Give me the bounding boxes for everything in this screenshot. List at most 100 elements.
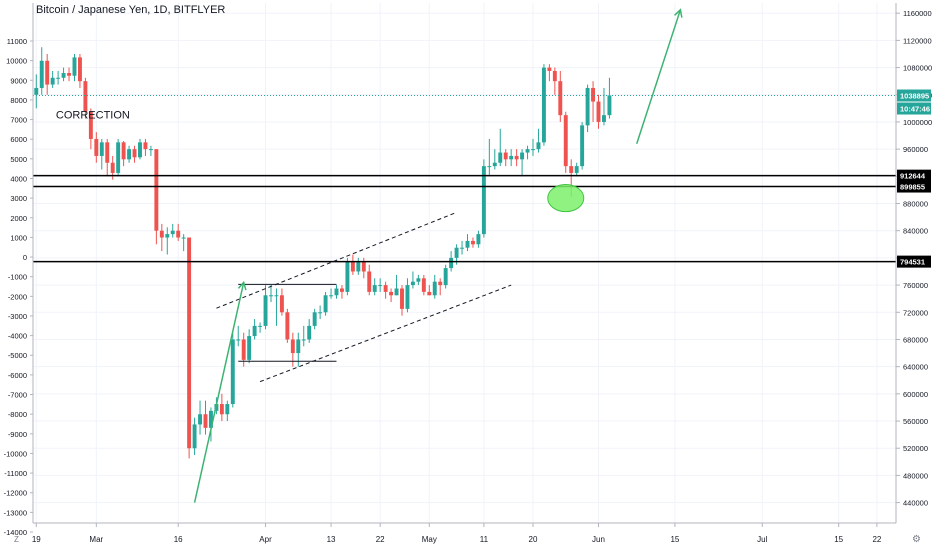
candle-down (421, 278, 426, 292)
candle-up (72, 57, 77, 76)
candle-down (547, 67, 552, 71)
horizontal-line-label: 912644 (900, 172, 926, 181)
left-axis-tick-label: 11000 (7, 37, 27, 46)
left-axis-tick-label: -8000 (8, 410, 27, 419)
candle-up (465, 240, 470, 248)
candle-up (345, 261, 350, 292)
candle-down (121, 142, 126, 160)
x-axis-tick-label: Jun (592, 535, 605, 544)
left-axis-tick-label: -3000 (8, 312, 27, 321)
right-axis-tick-label: 760000 (903, 281, 928, 290)
candle-up (198, 414, 202, 425)
left-axis-tick-label: 6000 (10, 135, 27, 144)
candle-up (410, 281, 415, 286)
right-axis-tick-label: 880000 (903, 200, 928, 209)
candle-up (263, 295, 268, 326)
candle-up (269, 295, 273, 297)
channel-line (259, 284, 512, 383)
candle-up (476, 234, 481, 245)
candle-up (372, 285, 377, 292)
left-axis-tick-label: 4000 (10, 174, 27, 183)
candle-up (487, 166, 492, 168)
last-price-label: 1038895 (900, 92, 929, 101)
candle-down (596, 101, 601, 122)
candle-down (400, 288, 404, 309)
candle-up (541, 67, 546, 143)
candle-up (520, 152, 525, 160)
candle-down (94, 138, 99, 156)
right-axis-tick-label: 840000 (903, 227, 928, 236)
candle-up (536, 142, 541, 150)
candle-up (34, 87, 39, 95)
candle-down (285, 312, 290, 340)
left-axis-tick-label: 0 (23, 253, 27, 262)
candle-down (389, 291, 394, 296)
candle-up (225, 404, 230, 415)
candle-down (110, 162, 115, 173)
left-axis-tick-label: -2000 (8, 292, 27, 301)
candle-up (301, 339, 306, 341)
candle-up (258, 325, 263, 327)
candle-down (514, 155, 519, 160)
candle-up (378, 285, 383, 287)
candle-down (552, 70, 557, 82)
candle-down (83, 81, 88, 112)
candle-down (383, 285, 388, 292)
candle-up (525, 149, 530, 153)
left-axis-tick-label: -11000 (4, 469, 27, 478)
candle-down (290, 339, 295, 354)
candle-down (241, 339, 246, 360)
right-axis-tick-label: 680000 (903, 335, 928, 344)
chart-title: Bitcoin / Japanese Yen, 1D, BITFLYER (36, 4, 226, 16)
candle-up (170, 230, 175, 235)
candle-down (367, 271, 372, 292)
candle-down (159, 230, 164, 238)
candle-up (318, 312, 323, 314)
candle-down (558, 81, 563, 116)
candle-down (427, 291, 432, 296)
x-axis-tick-label: 15 (670, 535, 679, 544)
candle-up (192, 424, 197, 449)
candle-down (591, 87, 596, 102)
candle-up (39, 60, 44, 88)
candle-up (509, 155, 514, 160)
candle-up (443, 268, 448, 286)
candle-up (492, 162, 497, 167)
candle-up (607, 95, 612, 116)
left-axis-tick-label: -9000 (8, 430, 27, 439)
x-axis-tick-label: 20 (529, 535, 538, 544)
arrow-shaft (193, 282, 245, 503)
candle-down (176, 230, 181, 238)
left-axis-tick-label: -10000 (4, 449, 27, 458)
candle-down (339, 288, 344, 292)
candle-up (116, 142, 121, 173)
left-axis-tick-label: 9000 (10, 76, 27, 85)
left-axis-tick-label: -7000 (8, 391, 27, 400)
candle-up (481, 166, 486, 235)
x-axis-tick-label: 13 (327, 535, 336, 544)
last-price-label-bg (897, 89, 931, 102)
candle-up (329, 295, 334, 297)
left-axis-tick-label: -14000 (4, 528, 27, 537)
candle-down (563, 115, 568, 167)
left-axis-tick-label: -13000 (4, 508, 27, 517)
candle-up (181, 237, 186, 239)
channel-line (216, 211, 457, 309)
candle-up (230, 339, 235, 405)
candle-down (77, 57, 82, 82)
candle-up (148, 149, 153, 151)
candle-up (394, 288, 399, 296)
left-axis-tick-label: -4000 (8, 332, 27, 341)
x-axis-tick-label: Apr (259, 535, 272, 544)
candle-up (585, 87, 590, 126)
left-axis-tick-label: -6000 (8, 371, 27, 380)
left-axis-tick-label: 3000 (10, 194, 27, 203)
x-axis-tick-label: Jul (757, 535, 767, 544)
candle-up (356, 261, 361, 272)
right-axis-tick-label: 1160000 (903, 9, 932, 18)
horizontal-line-label-bg (897, 255, 931, 268)
x-axis-tick-label: May (422, 535, 437, 544)
left-axis-tick-label: -1000 (8, 273, 27, 282)
candle-up (99, 142, 104, 156)
